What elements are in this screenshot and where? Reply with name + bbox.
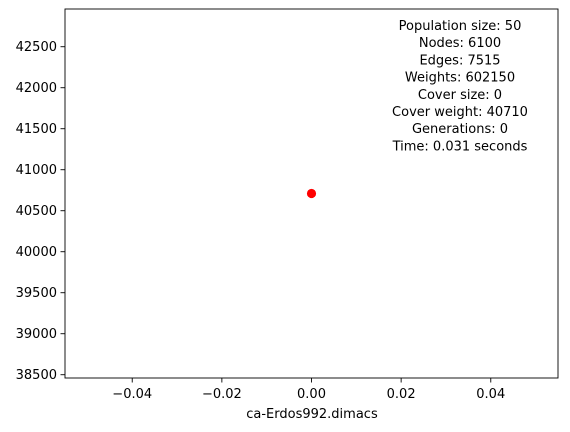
annotation-line: Edges: 7515 <box>419 53 500 68</box>
y-tick-label: 42500 <box>16 40 57 55</box>
annotation-line: Time: 0.031 seconds <box>392 139 528 154</box>
x-tick-label: −0.04 <box>112 387 152 402</box>
y-tick-label: 40000 <box>16 245 57 260</box>
data-point <box>307 189 316 198</box>
annotation-line: Generations: 0 <box>412 122 508 137</box>
annotation-line: Cover size: 0 <box>418 88 502 103</box>
y-axis-ticks: 38500 39000 39500 40000 40500 41000 41500 42000… <box>16 40 65 383</box>
y-tick-label: 41000 <box>16 163 57 178</box>
y-tick-label: 42000 <box>16 81 57 96</box>
data-points <box>307 189 316 198</box>
annotation-line: Nodes: 6100 <box>419 36 501 51</box>
x-tick-label: 0.02 <box>387 387 416 402</box>
y-tick-label: 38500 <box>16 368 57 383</box>
y-tick-label: 39000 <box>16 327 57 342</box>
annotation-line: Cover weight: 40710 <box>392 105 528 120</box>
x-tick-label: 0.00 <box>297 387 326 402</box>
y-tick-label: 40500 <box>16 204 57 219</box>
y-tick-label: 39500 <box>16 286 57 301</box>
x-tick-label: −0.02 <box>202 387 242 402</box>
stats-annotation: Population size: 50 Nodes: 6100 Edges: 751… <box>392 19 528 154</box>
x-axis-ticks: −0.04 −0.02 0.00 0.02 0.04 <box>112 378 505 402</box>
x-tick-label: 0.04 <box>476 387 505 402</box>
x-axis-label: ca-Erdos992.dimacs <box>246 407 378 422</box>
annotation-line: Weights: 602150 <box>405 71 515 86</box>
y-tick-label: 41500 <box>16 122 57 137</box>
annotation-line: Population size: 50 <box>399 19 522 34</box>
